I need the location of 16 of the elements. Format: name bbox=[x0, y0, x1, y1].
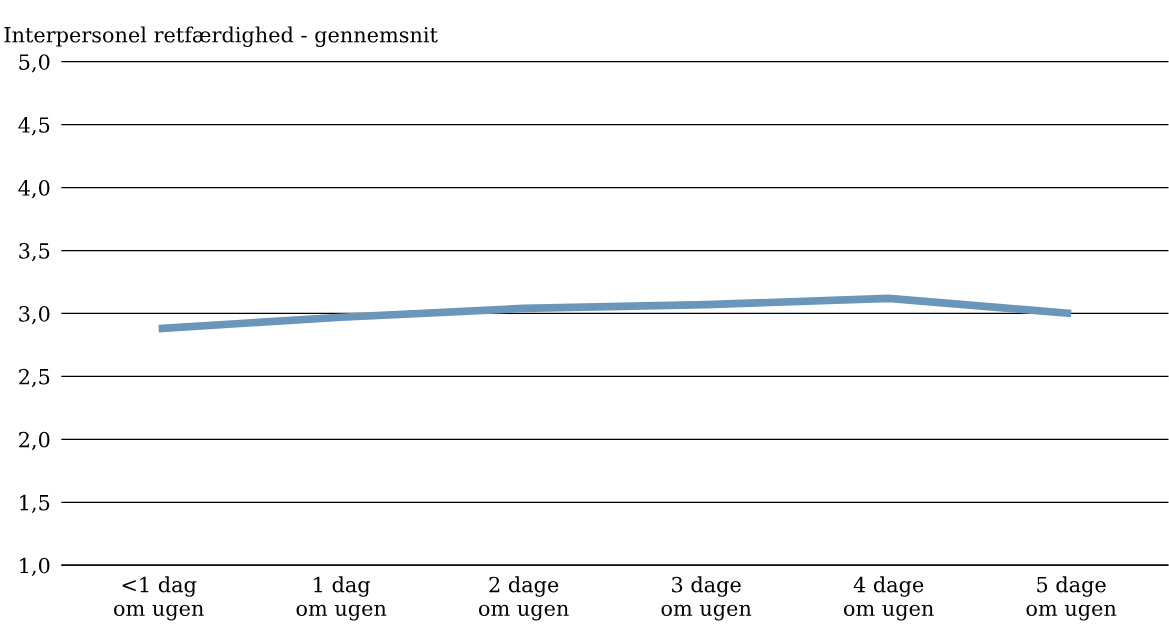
x-tick-label: 1 dag om ugen bbox=[296, 576, 387, 621]
y-tick-label: 3,0 bbox=[19, 305, 50, 325]
x-tick-label: 4 dage om ugen bbox=[843, 576, 934, 621]
y-tick-label: 2,0 bbox=[19, 431, 50, 451]
x-tick-label: 3 dage om ugen bbox=[661, 576, 752, 621]
x-tick-label: 2 dage om ugen bbox=[478, 576, 569, 621]
y-tick-label: 4,5 bbox=[18, 117, 50, 136]
y-tick-label: 1,5 bbox=[20, 494, 50, 514]
y-tick-label: 2,5 bbox=[19, 368, 50, 388]
y-tick-label: 3,5 bbox=[19, 242, 50, 262]
y-tick-label: 5,0 bbox=[19, 54, 50, 73]
chart-title: Interpersonel retfærdighed - gennemsnit bbox=[4, 26, 438, 47]
x-tick-label: 5 dage om ugen bbox=[1026, 576, 1117, 621]
y-tick-label: 1,0 bbox=[20, 557, 50, 576]
y-tick-label: 4,0 bbox=[18, 180, 50, 199]
x-tick-label: <1 dag om ugen bbox=[114, 576, 204, 621]
